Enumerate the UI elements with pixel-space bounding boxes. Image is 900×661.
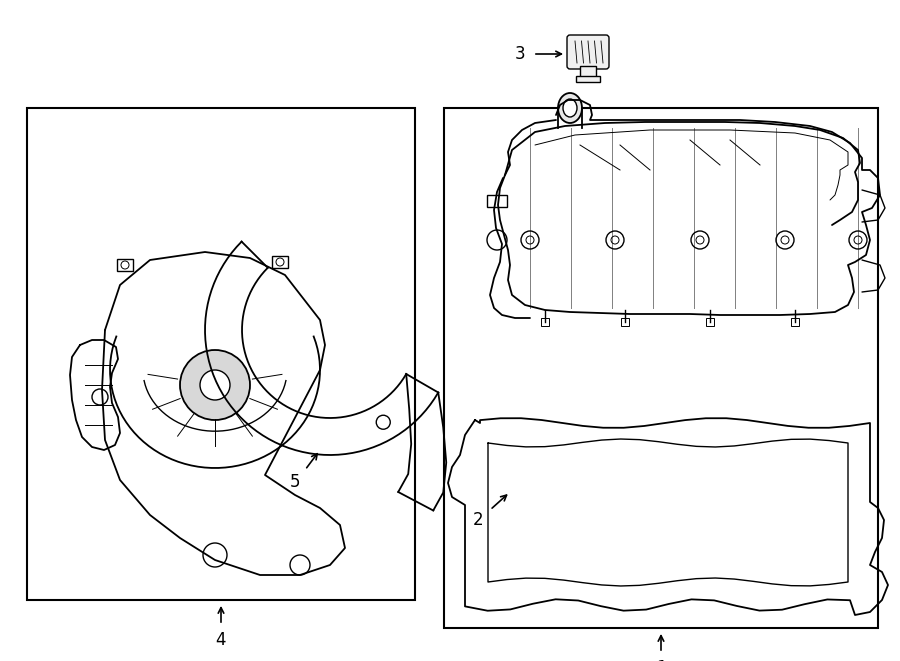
Bar <box>706 318 714 326</box>
Bar <box>272 256 288 268</box>
Bar <box>444 108 878 628</box>
Bar <box>791 318 799 326</box>
Bar <box>621 318 629 326</box>
Text: 4: 4 <box>216 631 226 649</box>
Bar <box>576 76 600 82</box>
Text: 1: 1 <box>656 659 666 661</box>
FancyBboxPatch shape <box>567 35 609 69</box>
Text: 3: 3 <box>515 45 526 63</box>
Text: 2: 2 <box>472 511 483 529</box>
Circle shape <box>200 370 230 400</box>
Ellipse shape <box>563 99 577 117</box>
Bar <box>580 66 596 78</box>
Bar <box>487 195 507 207</box>
Text: 5: 5 <box>290 473 301 491</box>
Bar <box>27 108 415 600</box>
Ellipse shape <box>558 93 582 123</box>
Bar <box>117 259 133 271</box>
Circle shape <box>180 350 250 420</box>
Bar <box>541 318 549 326</box>
